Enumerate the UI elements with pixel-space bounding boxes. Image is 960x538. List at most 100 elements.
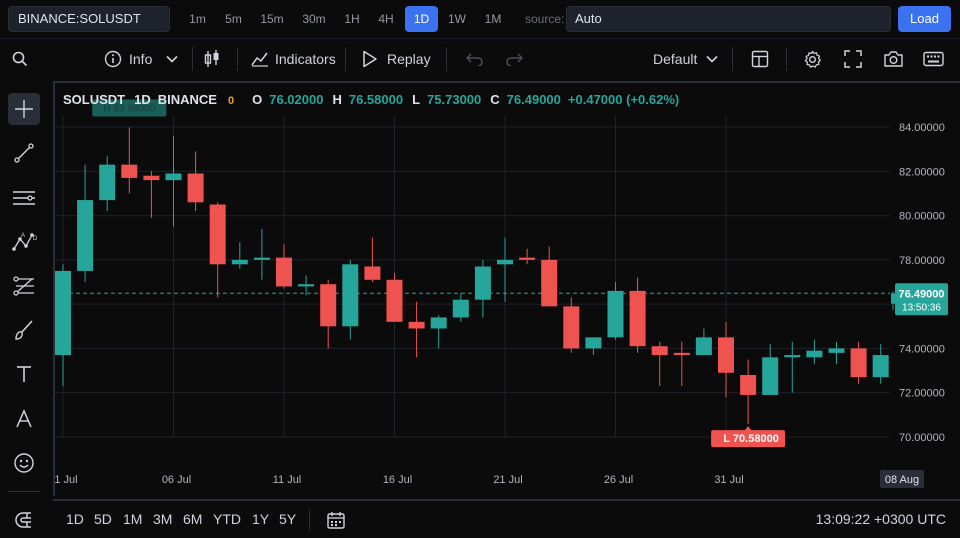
y-axis-tick-label: 74.00000 <box>899 343 945 355</box>
fullscreen-icon[interactable] <box>844 39 862 79</box>
replay-label: Replay <box>387 51 431 67</box>
svg-text:A: A <box>21 233 25 239</box>
timeframe-4h[interactable]: 4H <box>378 12 394 26</box>
timeframe-1m[interactable]: 1m <box>189 12 206 26</box>
candle-body[interactable] <box>209 204 226 265</box>
chart-pane[interactable] <box>53 81 960 496</box>
redo-icon[interactable] <box>505 39 525 79</box>
candle-body[interactable] <box>673 352 690 356</box>
keyboard-icon[interactable] <box>923 39 944 79</box>
divider <box>0 38 960 39</box>
candle-body[interactable] <box>740 375 757 395</box>
trend-line-icon[interactable] <box>8 137 40 169</box>
range-ytd[interactable]: YTD <box>213 511 241 527</box>
candle-body[interactable] <box>828 348 845 353</box>
fib-tool-icon[interactable] <box>8 270 40 302</box>
candle-body[interactable] <box>342 264 359 327</box>
candle-body[interactable] <box>563 306 580 349</box>
candle-body[interactable] <box>541 259 558 307</box>
calendar-icon[interactable] <box>326 510 346 533</box>
undo-icon[interactable] <box>464 39 484 79</box>
layout-grid-icon[interactable] <box>751 39 769 79</box>
layout-selector[interactable]: Default <box>653 39 718 79</box>
candle-body[interactable] <box>585 337 602 349</box>
legend-c-value: 76.49000 <box>506 92 561 107</box>
candle-body[interactable] <box>298 284 315 287</box>
timeframe-15m[interactable]: 15m <box>260 12 284 26</box>
magnet-icon[interactable] <box>8 504 40 536</box>
timeframe-1d[interactable]: 1D <box>405 6 438 32</box>
candle-body[interactable] <box>364 266 381 280</box>
candle-body[interactable] <box>695 337 712 356</box>
candle-body[interactable] <box>519 257 536 260</box>
candle-body[interactable] <box>55 270 71 356</box>
candle-body[interactable] <box>187 173 204 203</box>
candle-body[interactable] <box>386 279 403 322</box>
info-icon <box>104 50 122 68</box>
range-3m[interactable]: 3M <box>153 511 173 527</box>
candle-body[interactable] <box>850 348 867 378</box>
candle-body[interactable] <box>408 321 425 329</box>
timeframe-30m[interactable]: 30m <box>302 12 326 26</box>
candlestick-chart[interactable]: 84.0000082.0000080.0000078.0000076.00000… <box>53 83 960 498</box>
high-marker-box <box>92 99 167 117</box>
horizontal-lines-icon[interactable] <box>8 182 40 214</box>
source-input[interactable]: Auto <box>566 6 891 32</box>
timeframe-5m[interactable]: 5m <box>225 12 242 26</box>
candle-body[interactable] <box>276 257 292 287</box>
range-1d[interactable]: 1D <box>66 511 84 527</box>
range-1m[interactable]: 1M <box>123 511 143 527</box>
candle-body[interactable] <box>474 266 491 300</box>
candle-body[interactable] <box>872 355 889 378</box>
top-bar: BINANCE:SOLUSDT 1m 5m 15m 30m 1H 4H 1D 1W 1M sou… <box>0 0 960 38</box>
candle-body[interactable] <box>430 317 447 329</box>
candle-body[interactable] <box>77 200 94 271</box>
clock-timezone[interactable]: 13:09:22 +0300 UTC <box>815 511 946 527</box>
candle-body[interactable] <box>806 350 823 358</box>
text-tool-icon[interactable] <box>8 358 40 390</box>
range-5y[interactable]: 5Y <box>279 511 297 527</box>
candle-body[interactable] <box>99 164 116 201</box>
range-1y[interactable]: 1Y <box>252 511 270 527</box>
timeframe-1m[interactable]: 1M <box>484 12 502 26</box>
legend-change: +0.47000 (+0.62%) <box>567 92 680 107</box>
bar-countdown-label: 13:50:36 <box>902 302 941 313</box>
candle-body[interactable] <box>143 175 160 181</box>
candle-body[interactable] <box>718 337 734 373</box>
search-icon[interactable] <box>12 39 28 79</box>
replay-button[interactable]: Replay <box>362 39 431 79</box>
range-6m[interactable]: 6M <box>183 511 203 527</box>
candle-body[interactable] <box>231 259 248 265</box>
candle-body[interactable] <box>762 357 779 395</box>
symbol-input[interactable]: BINANCE:SOLUSDT <box>8 6 170 32</box>
x-axis-tick-label: 06 Jul <box>162 474 191 486</box>
crosshair-icon[interactable] <box>8 93 40 125</box>
load-button[interactable]: Load <box>898 6 951 32</box>
candle-body[interactable] <box>121 164 138 178</box>
indicators-button[interactable]: Indicators <box>251 39 336 79</box>
legend-c-label: C <box>490 92 500 107</box>
timeframe-1h[interactable]: 1H <box>344 12 360 26</box>
candles-style-icon[interactable] <box>203 39 221 79</box>
candle-body[interactable] <box>165 173 182 181</box>
candle-body[interactable] <box>629 290 646 347</box>
brush-icon[interactable] <box>8 314 40 346</box>
font-tool-icon[interactable] <box>8 403 40 435</box>
candle-body[interactable] <box>497 259 513 265</box>
settings-gear-icon[interactable] <box>803 39 822 79</box>
candle-body[interactable] <box>607 290 624 338</box>
candle-body[interactable] <box>651 346 668 356</box>
emoji-icon[interactable] <box>8 447 40 479</box>
candle-body[interactable] <box>891 293 895 304</box>
range-5d[interactable]: 5D <box>94 511 112 527</box>
timeframe-1w[interactable]: 1W <box>448 12 466 26</box>
candle-body[interactable] <box>784 355 801 358</box>
candle-body[interactable] <box>452 299 469 318</box>
info-button[interactable]: Info <box>104 39 178 79</box>
candle-body[interactable] <box>253 257 270 260</box>
candle-body[interactable] <box>320 284 337 327</box>
camera-icon[interactable] <box>883 39 904 79</box>
chevron-down-icon <box>166 55 178 63</box>
